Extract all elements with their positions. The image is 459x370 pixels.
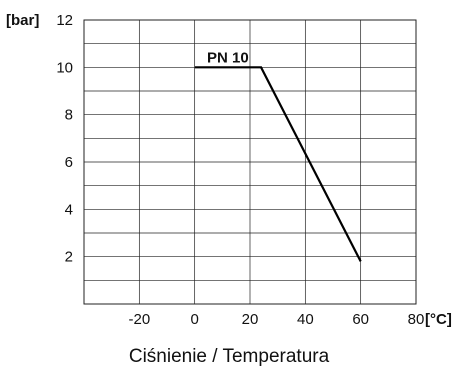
series-line-pn10 bbox=[194, 66, 362, 262]
x-tick-labels: -20 0 20 40 60 80 bbox=[128, 311, 424, 328]
x-tick-label: 40 bbox=[297, 311, 314, 328]
y-tick-label: 2 bbox=[65, 249, 73, 266]
series-group: PN 10 bbox=[194, 49, 362, 262]
series-label: PN 10 bbox=[207, 49, 249, 66]
grid bbox=[84, 20, 416, 304]
y-tick-label: 12 bbox=[56, 12, 73, 29]
chart-caption: Ciśnienie / Temperatura bbox=[129, 346, 330, 367]
y-tick-label: 10 bbox=[56, 59, 73, 76]
x-tick-label: -20 bbox=[128, 311, 150, 328]
y-axis-label: [bar] bbox=[6, 12, 39, 29]
y-tick-label: 6 bbox=[65, 154, 73, 171]
y-tick-label: 4 bbox=[65, 201, 73, 218]
x-axis-label: [°C] bbox=[425, 311, 452, 328]
plot-frame bbox=[83, 19, 417, 305]
y-tick-labels: 2 4 6 8 10 12 bbox=[56, 12, 73, 266]
x-tick-label: 60 bbox=[352, 311, 369, 328]
x-tick-label: 20 bbox=[242, 311, 259, 328]
x-tick-label: 0 bbox=[190, 311, 198, 328]
y-tick-label: 8 bbox=[65, 107, 73, 124]
x-tick-label: 80 bbox=[408, 311, 425, 328]
